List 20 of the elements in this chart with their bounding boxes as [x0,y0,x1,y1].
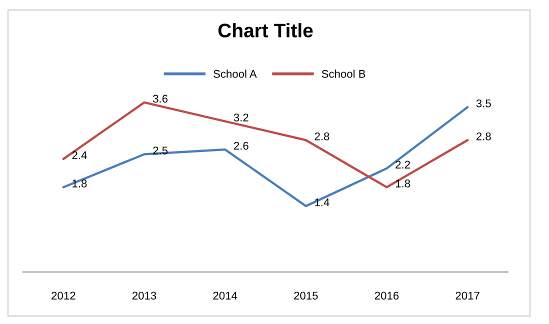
chart-title: Chart Title [218,23,313,38]
x-tick-label: 2016 [374,292,399,300]
data-label: 1.8 [396,180,410,188]
data-label: 2.6 [234,142,248,150]
x-tick-label: 2014 [213,292,238,300]
data-label: 1.4 [315,198,330,206]
data-label: 2.2 [396,160,410,168]
data-label: 2.8 [314,132,330,140]
x-tick-label: 2017 [456,292,480,300]
x-tick-label: 2015 [294,292,318,300]
data-label: 2.8 [476,132,491,140]
data-label: 3.6 [153,94,168,103]
data-label: 3.2 [234,114,248,122]
legend-label: School B [322,70,366,78]
x-tick-label: 2013 [132,292,156,300]
data-label: 1.8 [72,180,87,188]
data-label: 3.5 [476,99,491,108]
legend-label: School A [214,70,257,78]
x-tick-label: 2012 [52,292,76,300]
data-label: 2.4 [72,151,87,160]
